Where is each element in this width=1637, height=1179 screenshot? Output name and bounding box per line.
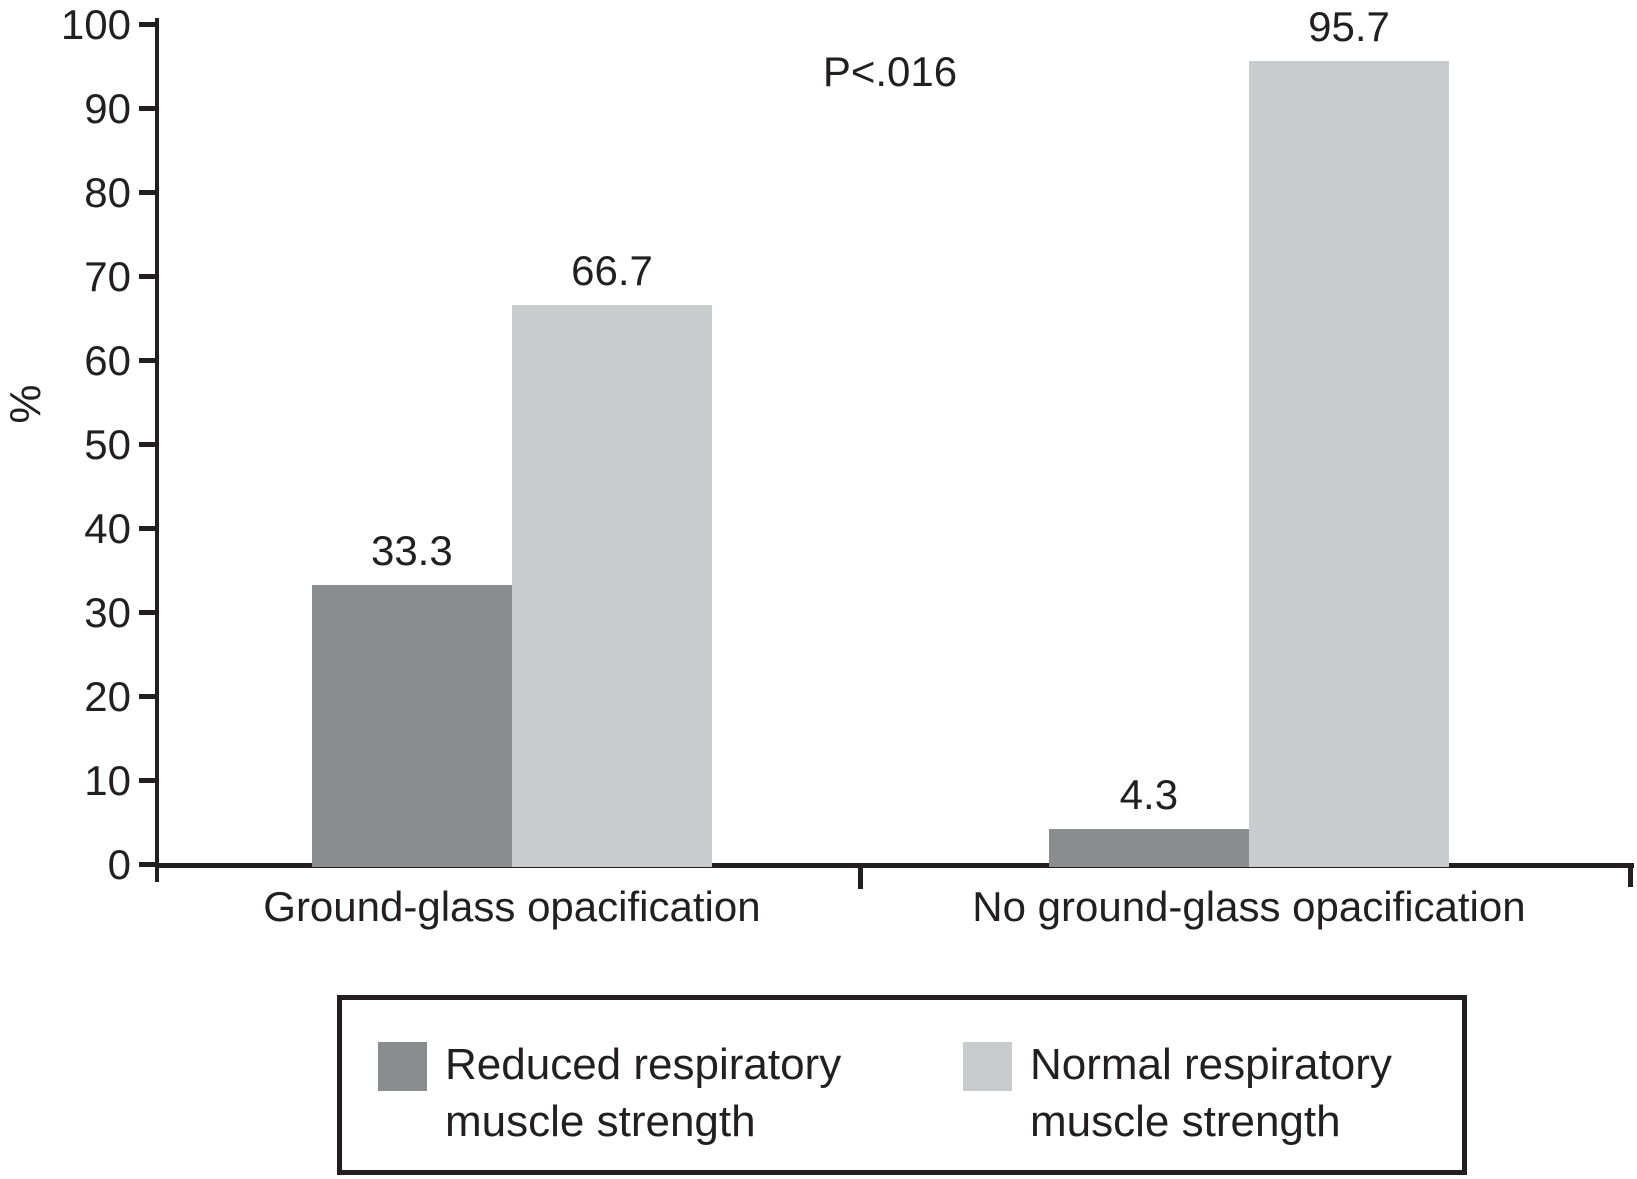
bar-value-label: 95.7 (1308, 3, 1390, 51)
legend-label-reduced: Reduced respiratory muscle strength (445, 1040, 842, 1146)
legend-box: Reduced respiratory muscle strength Norm… (337, 995, 1467, 1175)
y-axis-tick-label: 30 (84, 589, 131, 636)
y-axis-tick (139, 862, 157, 867)
y-axis-tick (139, 778, 157, 783)
p-value-annotation: P<.016 (822, 48, 958, 95)
y-axis-tick-label: 10 (84, 757, 131, 804)
bar-value-label: 66.7 (571, 246, 653, 294)
y-axis-tick-label: 70 (84, 253, 131, 300)
legend-item-normal: Normal respiratory muscle strength (963, 1036, 1392, 1150)
y-axis-tick (139, 610, 157, 615)
y-axis-title: % (1, 384, 50, 424)
y-axis-tick-label: 40 (84, 505, 131, 552)
legend-swatch-reduced (378, 1042, 427, 1091)
bar-reduced-group2 (1048, 828, 1249, 867)
x-category-label: No ground-glass opacification (972, 883, 1526, 930)
y-axis-tick (139, 358, 157, 363)
y-axis-tick-label: 80 (84, 169, 131, 216)
bar-reduced-group1 (311, 585, 512, 867)
x-axis-line (155, 863, 1634, 868)
y-axis-tick-label: 100 (60, 1, 131, 48)
y-axis-tick-label: 0 (107, 841, 131, 888)
y-axis-tick (139, 190, 157, 195)
x-axis-end-tick (1628, 863, 1633, 887)
y-axis-tick-label: 90 (84, 85, 131, 132)
x-category-label: Ground-glass opacification (263, 883, 761, 930)
y-axis-tick (139, 526, 157, 531)
bar-normal-group2 (1248, 61, 1450, 867)
legend-swatch-normal (963, 1042, 1012, 1091)
y-axis-tick (139, 274, 157, 279)
y-axis-tick (139, 106, 157, 111)
y-axis-tick (139, 22, 157, 27)
legend-item-reduced: Reduced respiratory muscle strength (378, 1036, 841, 1150)
x-axis-group-tick (858, 863, 863, 889)
y-axis-tick (139, 694, 157, 699)
y-axis-tick-label: 20 (84, 673, 131, 720)
y-axis-tick (139, 442, 157, 447)
bar-value-label: 4.3 (1119, 770, 1179, 818)
y-axis-line (155, 18, 159, 882)
legend-label-normal: Normal respiratory muscle strength (1030, 1040, 1392, 1146)
y-axis-tick-label: 50 (84, 421, 131, 468)
bar-value-label: 33.3 (370, 527, 453, 575)
y-axis-tick-label: 60 (84, 337, 131, 384)
bar-normal-group1 (511, 304, 713, 867)
